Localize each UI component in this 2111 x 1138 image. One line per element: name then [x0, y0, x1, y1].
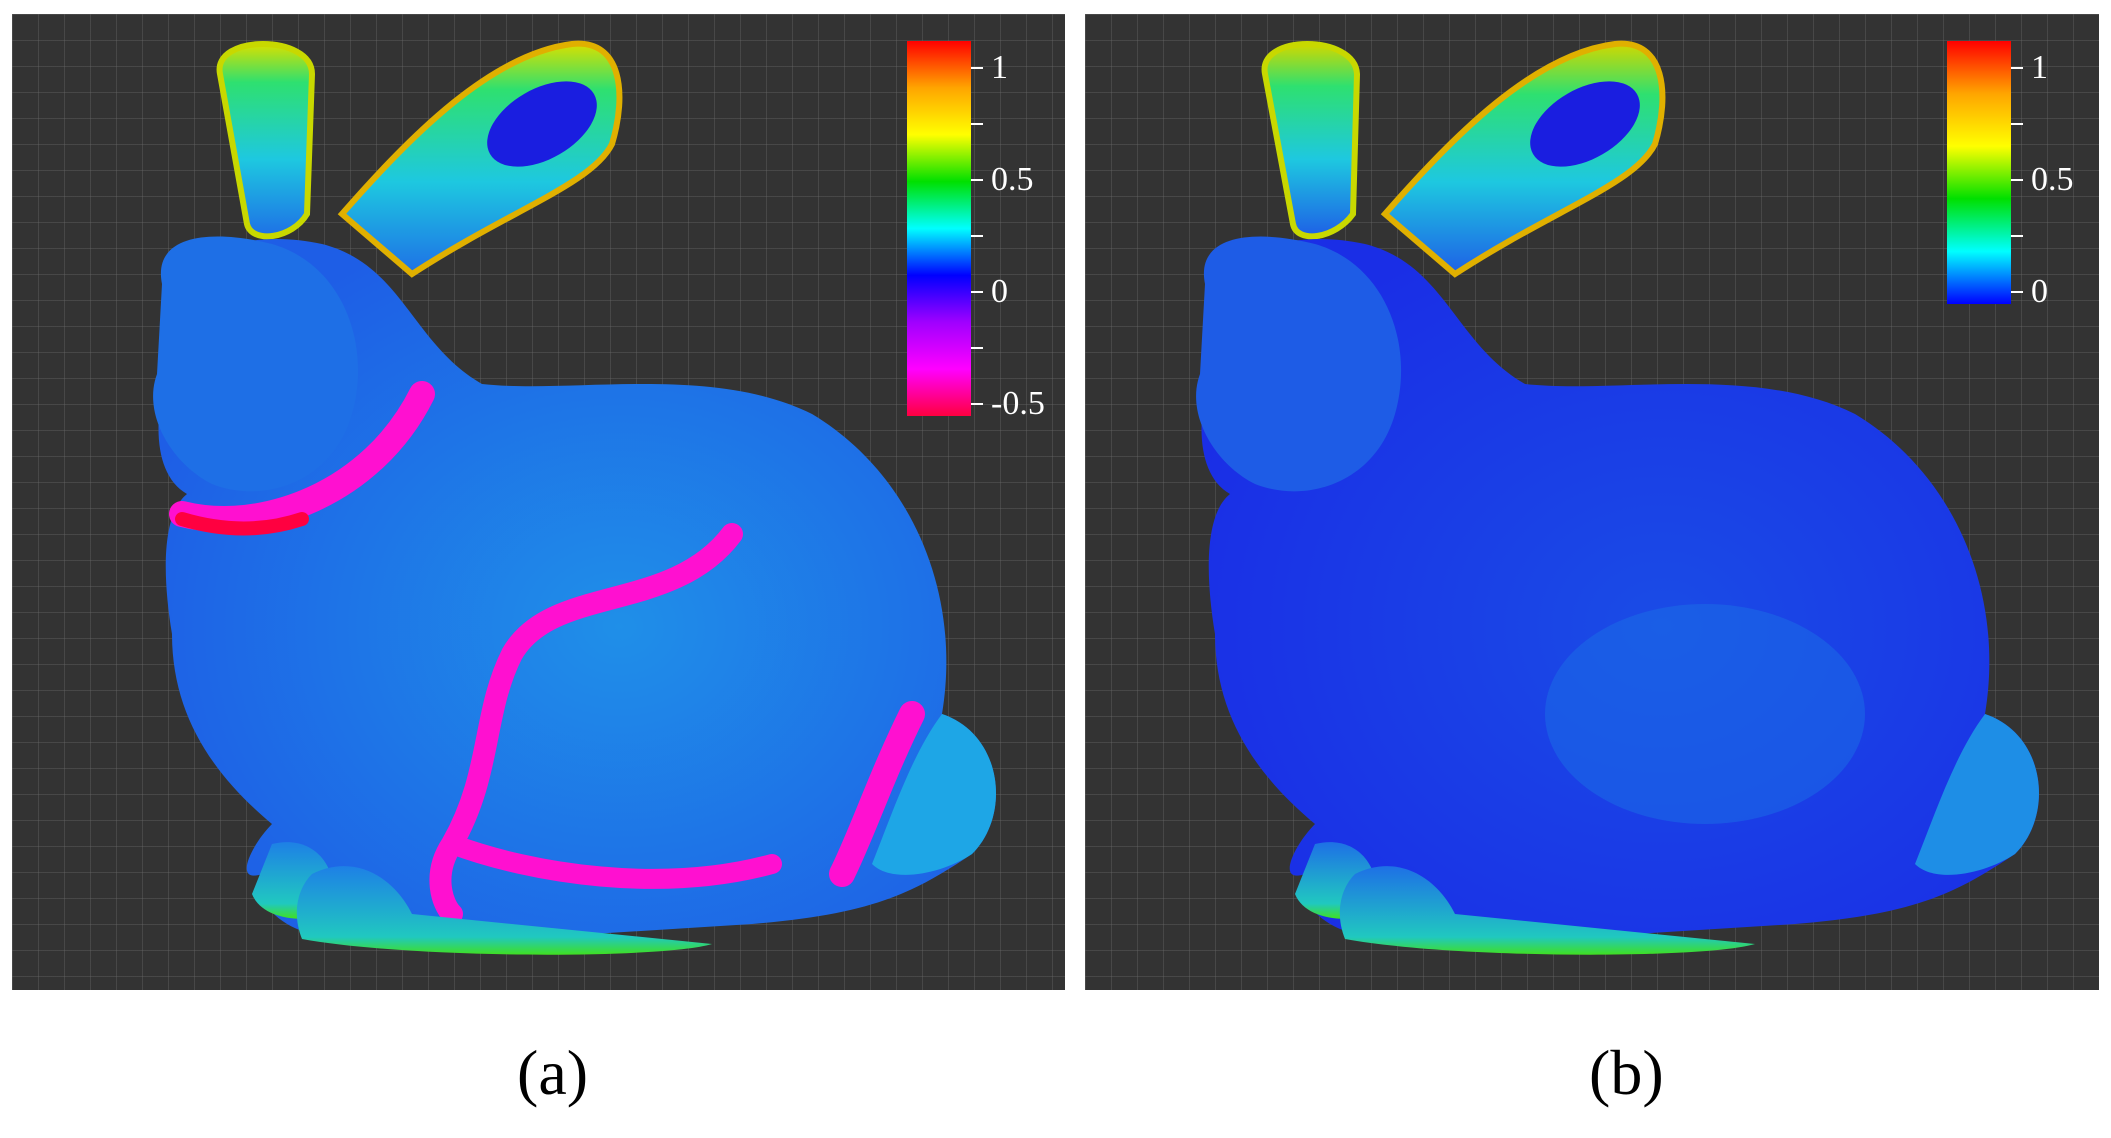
caption-b: (b) — [1589, 1037, 1664, 1108]
colorbar-tick — [971, 347, 983, 349]
bunny-render-b — [1085, 14, 2099, 990]
colorbar-tick — [971, 67, 983, 69]
colorbar-label: 1 — [2031, 49, 2048, 86]
colorbar-label: 0.5 — [991, 161, 1034, 198]
colorbar-tick — [2011, 123, 2023, 125]
colorbar-gradient-a — [907, 41, 971, 416]
colorbar-tick — [971, 179, 983, 181]
colorbar-tick — [2011, 67, 2023, 69]
colorbar-tick — [971, 403, 983, 405]
colorbar-label: 1 — [991, 49, 1008, 86]
colorbar-tick — [971, 291, 983, 293]
colorbar-label: 0 — [991, 273, 1008, 310]
colorbar-label: -0.5 — [991, 385, 1045, 422]
colorbar-tick — [2011, 235, 2023, 237]
panel-a: 1 0.5 0 -0.5 — [12, 14, 1065, 990]
colorbar-gradient-b — [1947, 41, 2011, 304]
panel-b: 1 0.5 0 — [1085, 14, 2099, 990]
bunny-render-a — [12, 14, 1065, 990]
colorbar-tick — [971, 123, 983, 125]
colorbar-tick — [971, 235, 983, 237]
colorbar-tick — [2011, 179, 2023, 181]
colorbar-label: 0 — [2031, 273, 2048, 310]
colorbar-tick — [2011, 291, 2023, 293]
caption-a: (a) — [517, 1037, 589, 1108]
colorbar-label: 0.5 — [2031, 161, 2074, 198]
